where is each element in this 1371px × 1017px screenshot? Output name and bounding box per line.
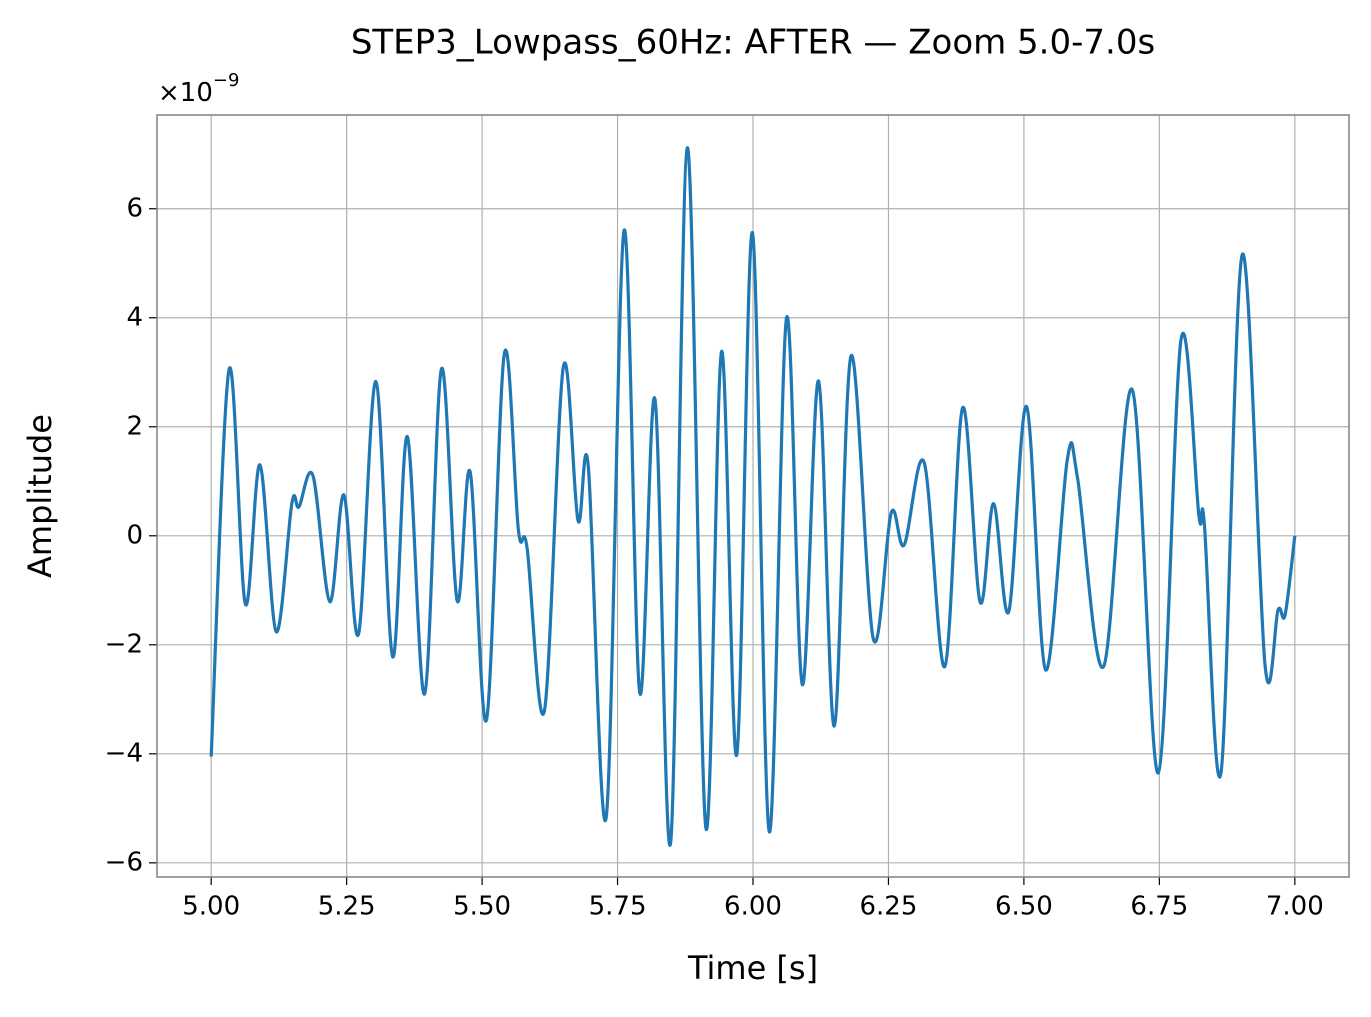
- x-tick-label: 5.25: [318, 892, 376, 922]
- y-offset-exponent: −9: [213, 70, 240, 91]
- signal-line: [209, 146, 1297, 847]
- x-tick-label: 5.50: [453, 892, 511, 922]
- y-tick-label: −6: [105, 847, 143, 877]
- x-tick-label: 6.25: [860, 892, 918, 922]
- y-offset-base: ×10: [158, 78, 213, 108]
- x-tick-label: 5.00: [182, 892, 240, 922]
- x-tick-label: 7.00: [1266, 892, 1324, 922]
- y-axis-label: Amplitude: [21, 414, 59, 578]
- x-tick-label: 5.75: [589, 892, 647, 922]
- plot-frame: [156, 114, 1350, 878]
- y-tick-label: 6: [126, 193, 143, 223]
- y-tick-label: 2: [126, 411, 143, 441]
- x-tick-label: 6.00: [724, 892, 782, 922]
- chart-title: STEP3_Lowpass_60Hz: AFTER — Zoom 5.0-7.0…: [351, 23, 1155, 63]
- y-offset: ×10−9: [158, 70, 239, 108]
- x-tick-label: 6.50: [995, 892, 1053, 922]
- y-tick-label: −4: [105, 738, 143, 768]
- y-tick-label: 0: [126, 520, 143, 550]
- y-tick-label: 4: [126, 302, 143, 332]
- x-tick-label: 6.75: [1130, 892, 1188, 922]
- x-axis-label: Time [s]: [687, 949, 818, 987]
- y-tick-label: −2: [105, 629, 143, 659]
